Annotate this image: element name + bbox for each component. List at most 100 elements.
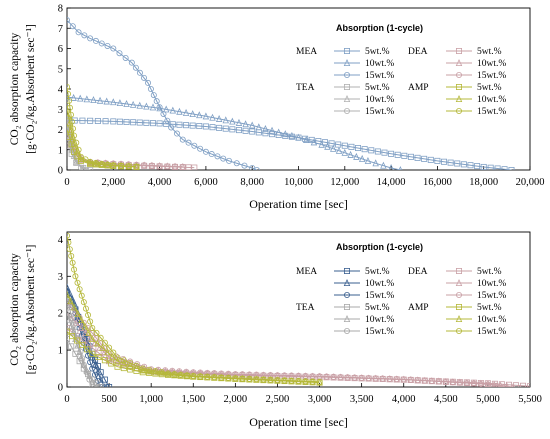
x-tick-label: 5,000 bbox=[476, 394, 500, 405]
y-tick-label: 3 bbox=[58, 105, 63, 116]
series-point bbox=[235, 118, 243, 126]
series-point bbox=[372, 159, 379, 167]
legend-group-label: AMP bbox=[408, 83, 429, 93]
series-point bbox=[82, 156, 89, 163]
series-point bbox=[67, 328, 71, 335]
series-point bbox=[361, 146, 368, 153]
series-point bbox=[130, 119, 137, 126]
series-point bbox=[302, 378, 309, 385]
series-point bbox=[110, 118, 117, 125]
y-tick-label: 8 bbox=[58, 4, 63, 15]
series-point bbox=[202, 112, 210, 120]
series-point bbox=[449, 379, 456, 386]
y-axis-label-line1: CO₂ absorption capacity bbox=[9, 253, 21, 366]
legend-entry: 15wt.% bbox=[477, 291, 506, 301]
series-point bbox=[116, 99, 124, 107]
series-point bbox=[67, 17, 70, 24]
series-point bbox=[329, 144, 337, 152]
series-point bbox=[196, 123, 203, 130]
series-point bbox=[310, 138, 318, 146]
series-point bbox=[77, 154, 85, 162]
series-point bbox=[153, 98, 160, 105]
legend-swatch-marker bbox=[455, 48, 462, 55]
legend-swatch-marker bbox=[455, 279, 463, 287]
y-axis-label-line2: [g·CO₂/kg.Absorbent sec⁻¹] bbox=[25, 245, 37, 375]
series-point bbox=[106, 350, 113, 357]
y-tick-label: 3 bbox=[58, 272, 63, 283]
series-point bbox=[501, 384, 508, 387]
series-point bbox=[168, 124, 175, 131]
y-axis-label-line2: [g·CO₂/kg.Absorbent sec⁻¹] bbox=[25, 24, 37, 154]
legend-group-label: DEA bbox=[408, 267, 428, 277]
series-point bbox=[229, 117, 236, 125]
series-point bbox=[190, 372, 197, 379]
series-point bbox=[110, 162, 117, 169]
series-point bbox=[85, 312, 92, 319]
series-point bbox=[353, 152, 360, 160]
series-point bbox=[156, 104, 163, 112]
series-point bbox=[169, 121, 176, 128]
series-line-9 bbox=[67, 298, 93, 387]
x-tick-label: 0 bbox=[64, 177, 69, 188]
legend-entry: 10wt.% bbox=[365, 95, 394, 105]
series-point bbox=[143, 119, 150, 126]
series-point bbox=[242, 127, 249, 134]
series-point bbox=[143, 102, 150, 110]
series-point bbox=[133, 163, 140, 170]
series-point bbox=[179, 136, 186, 143]
series-point bbox=[182, 108, 190, 116]
series-point bbox=[233, 160, 240, 167]
x-tick-label: 16,000 bbox=[423, 177, 452, 188]
series-point bbox=[204, 373, 211, 380]
series-point bbox=[127, 366, 134, 373]
series-point bbox=[67, 239, 72, 246]
x-tick-label: 1,500 bbox=[181, 394, 205, 405]
series-point bbox=[288, 377, 295, 384]
series-point bbox=[82, 305, 89, 312]
series-point bbox=[123, 99, 130, 107]
series-point bbox=[480, 163, 487, 170]
legend-swatch-marker bbox=[455, 72, 462, 79]
series-point bbox=[232, 375, 239, 382]
series-point bbox=[225, 370, 232, 377]
series-point bbox=[136, 69, 143, 76]
series-point bbox=[81, 32, 88, 39]
series-point bbox=[69, 259, 76, 266]
series-point bbox=[463, 380, 470, 387]
series-point bbox=[248, 121, 256, 129]
x-tick-label: 6,000 bbox=[194, 177, 218, 188]
series-point bbox=[381, 149, 388, 156]
series-point bbox=[460, 161, 467, 168]
series-point bbox=[118, 162, 125, 169]
series-point bbox=[72, 328, 79, 335]
series-point bbox=[364, 156, 372, 164]
series-point bbox=[262, 124, 269, 132]
series-point bbox=[77, 153, 84, 160]
series-point bbox=[351, 374, 358, 381]
series-point bbox=[67, 246, 73, 253]
series-point bbox=[79, 117, 86, 124]
series-point bbox=[98, 40, 105, 47]
series-point bbox=[494, 165, 501, 170]
legend-entry: 15wt.% bbox=[365, 327, 394, 337]
series-point bbox=[95, 354, 102, 361]
legend-entry: 5wt.% bbox=[477, 267, 502, 277]
series-point bbox=[321, 139, 328, 146]
series-point bbox=[87, 318, 94, 325]
series-point bbox=[176, 121, 183, 128]
legend-swatch-marker bbox=[455, 59, 463, 66]
series-point bbox=[267, 376, 274, 383]
x-tick-label: 8,000 bbox=[240, 177, 264, 188]
legend-swatch-marker bbox=[455, 291, 462, 298]
series-point bbox=[235, 127, 242, 134]
series-point bbox=[78, 292, 85, 299]
series-point bbox=[79, 355, 86, 362]
legend-swatch-marker bbox=[455, 327, 462, 334]
series-point bbox=[139, 366, 146, 374]
series-point bbox=[78, 316, 85, 324]
series-point bbox=[114, 357, 121, 365]
x-axis-label: Operation time [sec] bbox=[249, 415, 348, 429]
series-point bbox=[268, 126, 276, 134]
legend-swatch-marker bbox=[455, 108, 462, 115]
series-line-1 bbox=[67, 119, 512, 170]
